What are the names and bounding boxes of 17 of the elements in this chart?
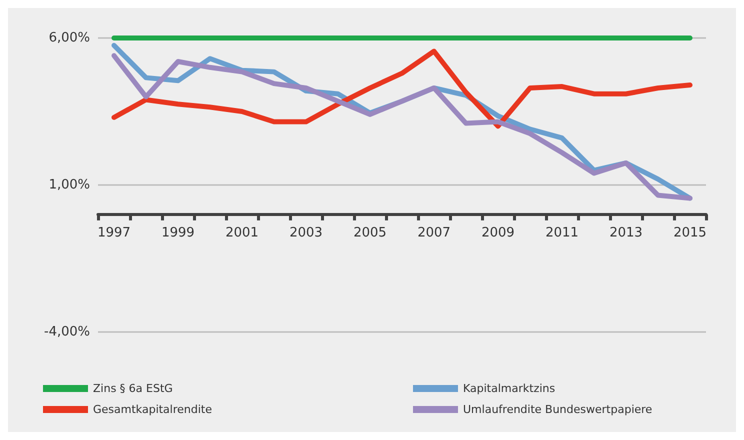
x-tick-label: 2011 (545, 225, 579, 240)
legend-label: Zins § 6a EStG (93, 382, 173, 395)
x-tick-label: 2013 (609, 225, 643, 240)
y-tick-label: 1,00% (48, 178, 90, 192)
y-tick-label: 6,00% (48, 30, 90, 46)
x-tick-label: 1999 (161, 225, 195, 240)
y-tick-label: -4,00% (44, 324, 90, 340)
x-tick-label: 2001 (225, 225, 259, 240)
legend-label: Umlaufrendite Bundeswertpapiere (463, 403, 652, 416)
x-tick-label: 2009 (481, 225, 515, 240)
x-tick-label: 2015 (673, 225, 707, 240)
legend-label: Kapitalmarktzins (463, 382, 556, 395)
x-tick-label: 2003 (289, 225, 323, 240)
x-tick-label: 1997 (97, 225, 131, 240)
x-tick-label: 2007 (417, 225, 451, 240)
x-tick-label: 2005 (353, 225, 387, 240)
legend-label: Gesamtkapitalrendite (93, 403, 212, 416)
